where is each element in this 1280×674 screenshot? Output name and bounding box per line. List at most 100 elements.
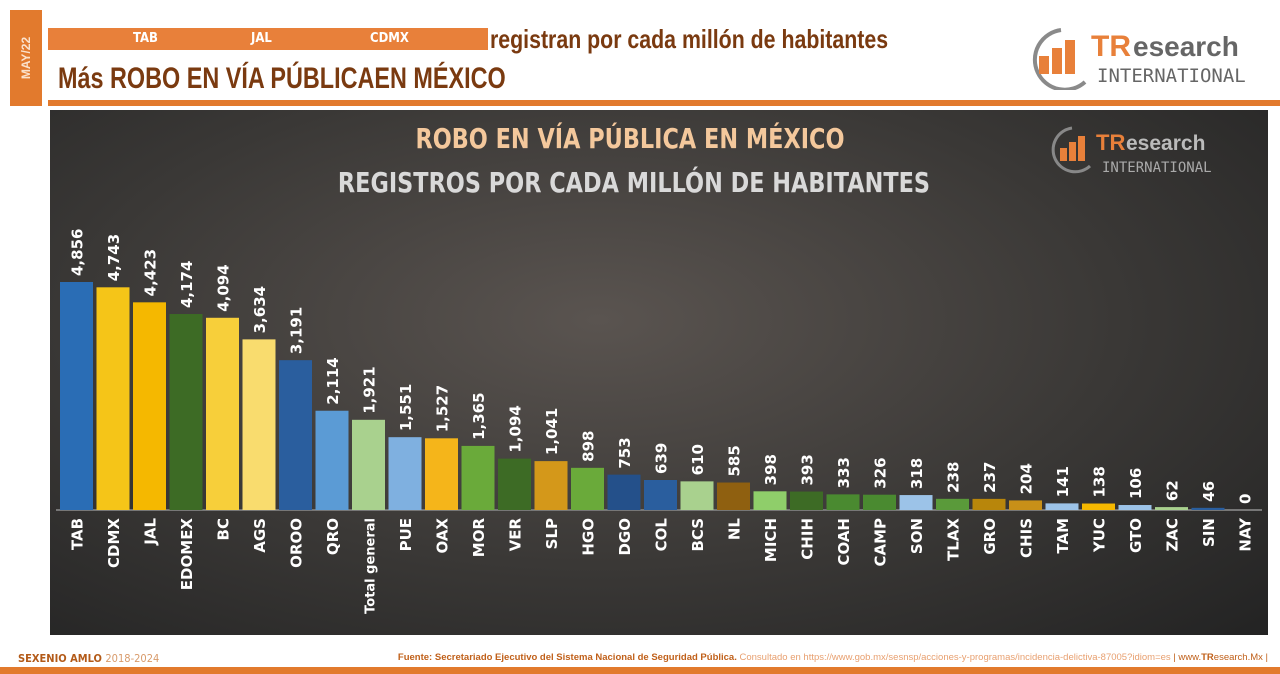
chart-panel: ROBO EN VÍA PÚBLICA EN MÉXICO REGISTROS … bbox=[50, 110, 1268, 635]
data-label: 393 bbox=[799, 454, 817, 485]
watermark-sub: INTERNATIONAL bbox=[1102, 160, 1212, 176]
date-tag: MAY/22 bbox=[10, 10, 42, 106]
data-label: 585 bbox=[726, 445, 744, 476]
band-item: CDMX bbox=[370, 31, 409, 46]
bar-oax bbox=[425, 438, 458, 510]
bar-son bbox=[899, 495, 933, 510]
bar-pue bbox=[388, 437, 422, 510]
bar-gto bbox=[1118, 505, 1152, 510]
category-label: YUC bbox=[1091, 518, 1109, 553]
bar-yuc bbox=[1082, 503, 1115, 510]
category-label: TAM bbox=[1054, 518, 1072, 554]
category-label: DGO bbox=[616, 518, 634, 556]
data-label: 4,423 bbox=[142, 249, 160, 296]
category-label: CDMX bbox=[105, 518, 123, 568]
bar-chih bbox=[790, 491, 823, 510]
watermark-logo: TR esearch INTERNATIONAL bbox=[1051, 126, 1212, 176]
highlight-band: TAB JAL CDMX bbox=[48, 28, 488, 50]
category-label: TLAX bbox=[945, 518, 963, 561]
title-line-2: Más ROBO EN VÍA PÚBLICAEN MÉXICO bbox=[58, 62, 506, 95]
site-prefix: | www. bbox=[1173, 652, 1202, 663]
category-label: CHIH bbox=[799, 518, 817, 560]
bar-total-general bbox=[352, 419, 385, 510]
category-label: GTO bbox=[1127, 518, 1145, 553]
data-label: 141 bbox=[1054, 466, 1072, 497]
footer-sexenio: SEXENIO AMLO bbox=[18, 652, 102, 665]
logo-arc bbox=[1032, 28, 1087, 90]
category-label: MOR bbox=[470, 518, 488, 558]
category-label: NAY bbox=[1237, 517, 1255, 552]
tresearch-logo: TR esearch INTERNATIONAL bbox=[1032, 28, 1246, 90]
site-tr: TR bbox=[1201, 652, 1214, 663]
data-label: 326 bbox=[872, 457, 890, 488]
category-label: OAX bbox=[434, 518, 452, 554]
bar-edomex bbox=[169, 314, 203, 510]
bar-chis bbox=[1009, 500, 1042, 510]
bar-ags bbox=[242, 339, 276, 510]
data-label: 3,191 bbox=[288, 307, 306, 354]
bar-mich bbox=[753, 491, 787, 510]
bar-tab bbox=[60, 282, 93, 510]
bar-mor bbox=[461, 445, 495, 510]
bar-sin bbox=[1191, 507, 1225, 510]
data-label: 1,551 bbox=[397, 384, 415, 431]
site-rest: esearch.Mx | bbox=[1213, 652, 1268, 663]
bar-gro bbox=[972, 498, 1006, 510]
data-label: 1,094 bbox=[507, 405, 525, 452]
category-label: SIN bbox=[1200, 518, 1218, 547]
bar-coah bbox=[826, 494, 860, 510]
bar-chart: ROBO EN VÍA PÚBLICA EN MÉXICO REGISTROS … bbox=[56, 121, 1262, 614]
data-label: 1,041 bbox=[543, 408, 561, 455]
category-label: TAB bbox=[69, 518, 87, 550]
bar-qro bbox=[315, 410, 349, 510]
title-line-1: registran por cada millón de habitantes bbox=[490, 24, 889, 54]
category-label: MICH bbox=[762, 518, 780, 562]
bar-jal bbox=[133, 302, 166, 510]
footer-source: Fuente: Secretariado Ejecutivo del Siste… bbox=[398, 652, 1268, 663]
data-label: 318 bbox=[908, 458, 926, 489]
bar-cdmx bbox=[96, 287, 130, 510]
footer-years: 2018-2024 bbox=[105, 652, 160, 665]
date-tag-text: MAY/22 bbox=[19, 36, 33, 80]
bar-ver bbox=[498, 458, 531, 510]
logo-tr: TR bbox=[1091, 30, 1131, 63]
watermark-rest: esearch bbox=[1126, 132, 1205, 155]
category-label: COL bbox=[653, 518, 671, 552]
category-label: JAL bbox=[142, 518, 160, 546]
bar-zac bbox=[1155, 507, 1188, 510]
data-label: 1,527 bbox=[434, 385, 452, 432]
data-label: 62 bbox=[1164, 480, 1182, 501]
data-label: 0 bbox=[1237, 494, 1255, 504]
data-label: 4,174 bbox=[178, 261, 196, 308]
bar-bcs bbox=[680, 481, 714, 510]
data-label: 4,094 bbox=[215, 264, 233, 311]
category-label: AGS bbox=[251, 518, 269, 553]
data-label: 238 bbox=[945, 462, 963, 493]
data-label: 753 bbox=[616, 437, 634, 468]
data-label: 46 bbox=[1200, 481, 1218, 502]
category-label: VER bbox=[507, 518, 525, 552]
category-label: GRO bbox=[981, 518, 999, 555]
data-label: 898 bbox=[580, 431, 598, 462]
data-label: 1,921 bbox=[361, 366, 379, 413]
category-label: HGO bbox=[580, 518, 598, 556]
bar-oroo bbox=[279, 360, 312, 510]
bar-camp bbox=[863, 494, 896, 510]
category-label: PUE bbox=[397, 518, 415, 551]
data-label: 237 bbox=[981, 462, 999, 493]
bar-tam bbox=[1045, 503, 1079, 510]
bar-dgo bbox=[607, 474, 641, 510]
data-label: 639 bbox=[653, 443, 671, 474]
logo-sub: INTERNATIONAL bbox=[1097, 65, 1246, 87]
bar-nl bbox=[717, 482, 750, 510]
source-label: Fuente: Secretariado Ejecutivo del Siste… bbox=[397, 652, 737, 663]
category-label: Total general bbox=[364, 518, 379, 614]
bar-slp bbox=[534, 461, 568, 510]
data-label: 2,114 bbox=[324, 357, 342, 404]
category-label: BC bbox=[215, 518, 233, 540]
category-label: BCS bbox=[689, 518, 707, 552]
logo-rest: esearch bbox=[1133, 31, 1239, 62]
category-label: OROO bbox=[288, 518, 306, 568]
category-label: ZAC bbox=[1164, 518, 1182, 552]
category-label: CHIS bbox=[1018, 518, 1036, 558]
